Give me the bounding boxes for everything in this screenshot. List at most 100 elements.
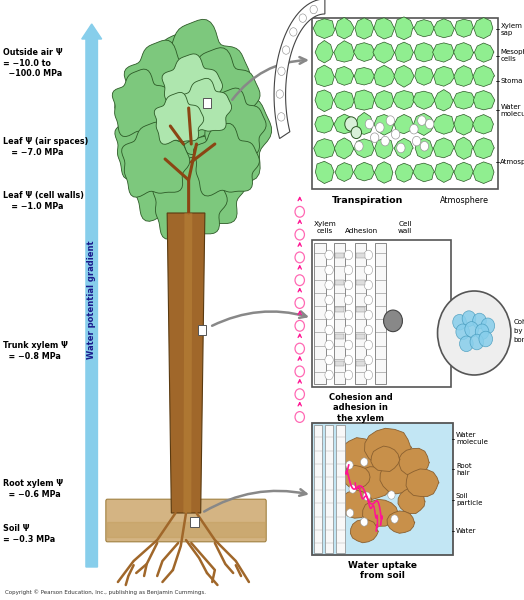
Polygon shape	[434, 89, 453, 111]
Circle shape	[349, 485, 356, 493]
Circle shape	[295, 412, 304, 422]
Circle shape	[295, 229, 304, 240]
Circle shape	[282, 46, 290, 54]
Polygon shape	[363, 499, 398, 526]
Text: Cohesion,: Cohesion,	[514, 319, 524, 325]
Circle shape	[365, 119, 374, 129]
Polygon shape	[315, 115, 334, 133]
Polygon shape	[334, 91, 354, 110]
Polygon shape	[354, 139, 375, 158]
Text: Root xylem Ψ
  = −0.6 MPa: Root xylem Ψ = −0.6 MPa	[3, 479, 63, 499]
Polygon shape	[394, 138, 413, 158]
Polygon shape	[414, 43, 435, 62]
Circle shape	[475, 324, 489, 340]
Circle shape	[363, 492, 370, 500]
Circle shape	[364, 280, 373, 290]
Polygon shape	[354, 163, 375, 181]
Circle shape	[344, 250, 353, 260]
Polygon shape	[387, 511, 415, 533]
Circle shape	[456, 324, 470, 340]
Polygon shape	[473, 65, 495, 86]
Text: Transpiration: Transpiration	[332, 196, 403, 205]
Bar	[356, 253, 365, 258]
Bar	[190, 517, 199, 527]
Polygon shape	[315, 90, 333, 112]
Circle shape	[299, 14, 307, 22]
Text: Atmosphere: Atmosphere	[500, 158, 524, 164]
Polygon shape	[141, 106, 239, 212]
Polygon shape	[352, 467, 392, 500]
Polygon shape	[313, 19, 335, 38]
Bar	[335, 361, 344, 366]
Circle shape	[470, 334, 484, 350]
Polygon shape	[454, 137, 474, 160]
Circle shape	[381, 136, 389, 146]
Polygon shape	[334, 41, 355, 62]
Circle shape	[364, 325, 373, 335]
Circle shape	[325, 295, 333, 305]
Circle shape	[295, 298, 304, 308]
Circle shape	[479, 331, 493, 347]
Polygon shape	[274, 0, 325, 139]
Polygon shape	[128, 29, 254, 178]
Polygon shape	[473, 91, 495, 110]
Polygon shape	[160, 136, 246, 230]
Polygon shape	[434, 66, 455, 86]
Text: Water
molecule: Water molecule	[500, 104, 524, 117]
Text: Copyright © Pearson Education, Inc., publishing as Benjamin Cummings.: Copyright © Pearson Education, Inc., pub…	[5, 590, 206, 595]
Circle shape	[376, 122, 384, 132]
Polygon shape	[454, 65, 474, 86]
Polygon shape	[415, 138, 433, 159]
Bar	[312, 240, 451, 387]
Circle shape	[410, 124, 418, 134]
Polygon shape	[356, 112, 373, 134]
Circle shape	[325, 355, 333, 365]
Polygon shape	[335, 163, 353, 181]
Circle shape	[325, 325, 333, 335]
Circle shape	[460, 336, 473, 352]
Polygon shape	[179, 79, 232, 134]
Polygon shape	[162, 54, 223, 116]
Circle shape	[295, 275, 304, 286]
Bar	[336, 425, 345, 553]
Text: Trunk xylem Ψ
  = −0.8 MPa: Trunk xylem Ψ = −0.8 MPa	[3, 341, 68, 361]
Polygon shape	[334, 138, 354, 159]
FancyArrow shape	[82, 24, 102, 567]
Circle shape	[325, 370, 333, 380]
Text: Adhesion: Adhesion	[345, 228, 378, 234]
Polygon shape	[334, 114, 354, 134]
Polygon shape	[455, 19, 474, 37]
Circle shape	[364, 295, 373, 305]
Circle shape	[344, 340, 353, 350]
Polygon shape	[339, 437, 380, 473]
Polygon shape	[394, 65, 414, 87]
Circle shape	[364, 355, 373, 365]
Bar	[356, 361, 365, 366]
Circle shape	[391, 515, 398, 523]
Circle shape	[344, 310, 353, 320]
Polygon shape	[399, 448, 430, 476]
Polygon shape	[454, 43, 474, 62]
Polygon shape	[374, 115, 394, 135]
Circle shape	[295, 252, 304, 263]
Polygon shape	[354, 90, 375, 110]
Circle shape	[344, 295, 353, 305]
Circle shape	[325, 280, 333, 290]
Polygon shape	[474, 17, 493, 38]
Polygon shape	[193, 124, 259, 196]
Circle shape	[278, 113, 285, 121]
Circle shape	[355, 142, 363, 151]
Circle shape	[344, 370, 353, 380]
Polygon shape	[374, 162, 393, 183]
Polygon shape	[454, 115, 474, 135]
Text: Stoma: Stoma	[500, 78, 523, 84]
Polygon shape	[380, 461, 418, 494]
Polygon shape	[354, 68, 375, 85]
Polygon shape	[395, 163, 414, 182]
Polygon shape	[473, 162, 494, 184]
Polygon shape	[354, 43, 375, 61]
Text: Outside air Ψ
= −10.0 to
  −100.0 MPa: Outside air Ψ = −10.0 to −100.0 MPa	[3, 48, 62, 78]
Text: Leaf Ψ (air spaces)
   = −7.0 MPa: Leaf Ψ (air spaces) = −7.0 MPa	[3, 137, 88, 157]
Circle shape	[420, 142, 429, 151]
Circle shape	[391, 130, 400, 139]
